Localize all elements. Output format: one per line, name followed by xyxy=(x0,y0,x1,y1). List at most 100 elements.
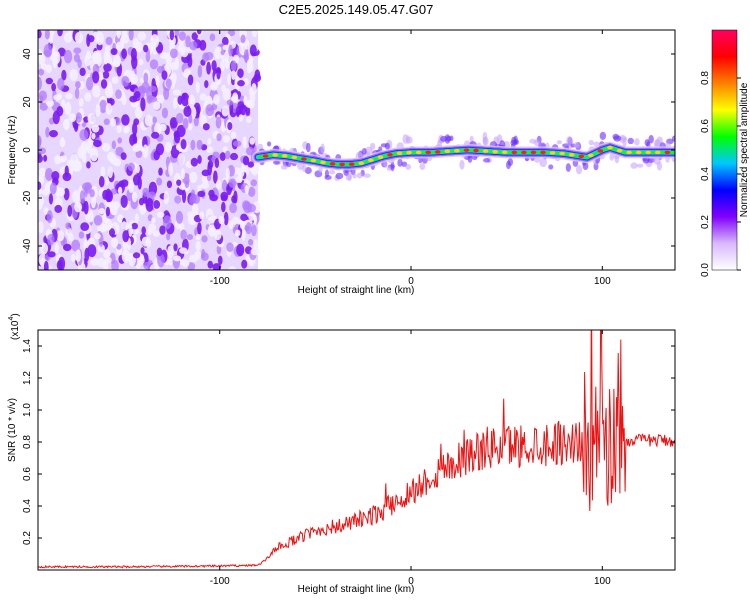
noise-speckle xyxy=(128,30,134,41)
noise-speckle xyxy=(38,196,45,207)
ridge-fringe xyxy=(582,161,589,171)
noise-speckle xyxy=(174,195,182,204)
noise-speckle xyxy=(239,95,245,102)
noise-speckle xyxy=(251,30,258,38)
noise-speckle xyxy=(109,202,118,216)
noise-speckle xyxy=(250,179,258,187)
ridge-core xyxy=(377,155,384,159)
noise-speckle xyxy=(130,73,138,85)
snr-frame xyxy=(37,329,676,571)
bottom-x-axis: -100 0 100 xyxy=(210,330,611,587)
ridge-core xyxy=(396,151,403,156)
noise-region xyxy=(38,30,262,270)
noise-speckle xyxy=(53,94,62,101)
noise-speckle xyxy=(161,107,169,119)
noise-speckle xyxy=(117,137,122,144)
noise-speckle xyxy=(121,48,128,59)
noise-speckle xyxy=(164,141,173,153)
noise-speckle xyxy=(91,132,96,140)
noise-speckle xyxy=(231,195,237,204)
noise-speckle xyxy=(182,259,190,268)
noise-speckle xyxy=(63,243,72,252)
noise-speckle xyxy=(153,150,160,161)
ridge-core xyxy=(654,150,661,155)
ridge-fringe xyxy=(302,164,307,173)
noise-speckle xyxy=(195,240,201,251)
noise-speckle xyxy=(214,157,220,169)
noise-speckle xyxy=(105,50,111,60)
noise-speckle xyxy=(121,75,130,87)
noise-speckle xyxy=(234,229,241,237)
noise-speckle xyxy=(150,34,160,49)
noise-speckle xyxy=(249,137,256,145)
ridge-core xyxy=(645,150,652,155)
noise-speckle xyxy=(214,229,222,241)
bottom-y-tick-label: 0.4 xyxy=(22,499,33,513)
noise-speckle xyxy=(231,70,237,81)
noise-speckle xyxy=(232,140,242,147)
noise-speckle xyxy=(201,169,210,177)
noise-speckle xyxy=(225,150,231,160)
ridge-core xyxy=(415,150,422,155)
noise-speckle xyxy=(238,114,244,122)
noise-speckle xyxy=(247,203,256,213)
noise-speckle xyxy=(124,125,130,133)
noise-speckle xyxy=(216,133,222,142)
noise-speckle xyxy=(57,30,63,37)
noise-speckle xyxy=(248,238,254,246)
noise-speckle xyxy=(192,194,200,204)
top-x-axis: -100 0 100 xyxy=(210,30,611,287)
noise-speckle xyxy=(61,69,67,81)
noise-speckle xyxy=(209,227,215,238)
noise-speckle xyxy=(56,105,64,117)
noise-speckle xyxy=(105,103,113,115)
noise-speckle xyxy=(110,118,117,127)
y-multiplier: (x104) xyxy=(8,313,21,340)
noise-speckle xyxy=(75,112,82,123)
noise-speckle xyxy=(69,69,78,82)
ridge-fringe xyxy=(472,155,478,161)
ridge-core xyxy=(463,148,470,152)
ridge-fringe xyxy=(648,134,654,144)
noise-speckle xyxy=(106,96,112,104)
ridge-fringe xyxy=(397,158,403,167)
noise-speckle xyxy=(100,166,106,178)
noise-speckle xyxy=(54,242,59,255)
noise-speckle xyxy=(78,97,84,107)
ridge-fringe xyxy=(467,154,473,163)
noise-speckle xyxy=(201,248,206,259)
noise-speckle xyxy=(103,118,110,126)
noise-speckle xyxy=(156,247,163,257)
bottom-y-tick-label: 0.8 xyxy=(22,435,33,449)
noise-speckle xyxy=(180,46,189,58)
bottom-y-tick-label: 1.0 xyxy=(22,403,33,417)
noise-speckle xyxy=(221,179,228,192)
noise-speckle xyxy=(188,94,195,108)
noise-speckle xyxy=(120,194,128,208)
spectrogram-panel: -100 0 100 -40 -20 0 20 40 Height of straight … xyxy=(7,29,676,296)
noise-speckle xyxy=(140,247,145,255)
noise-speckle xyxy=(180,229,187,241)
noise-speckle xyxy=(101,142,111,152)
noise-speckle xyxy=(183,105,192,117)
noise-speckle xyxy=(218,215,225,225)
noise-speckle xyxy=(247,186,256,197)
noise-speckle xyxy=(141,236,150,247)
ridge-fringe xyxy=(304,167,312,174)
noise-speckle xyxy=(228,178,237,188)
noise-speckle xyxy=(45,126,50,138)
noise-speckle xyxy=(77,58,82,69)
noise-speckle xyxy=(81,182,91,192)
ridge-fringe xyxy=(266,141,272,147)
ridge-fringe xyxy=(356,172,363,179)
noise-speckle xyxy=(149,59,159,70)
noise-speckle xyxy=(38,147,46,155)
noise-speckle xyxy=(54,51,61,64)
ridge-fringe xyxy=(324,169,330,178)
noise-speckle xyxy=(43,154,48,162)
noise-speckle xyxy=(131,55,138,69)
noise-speckle xyxy=(121,221,127,230)
noise-speckle xyxy=(92,85,101,98)
top-x-tick-label: 0 xyxy=(408,276,414,287)
noise-speckle xyxy=(174,30,180,38)
